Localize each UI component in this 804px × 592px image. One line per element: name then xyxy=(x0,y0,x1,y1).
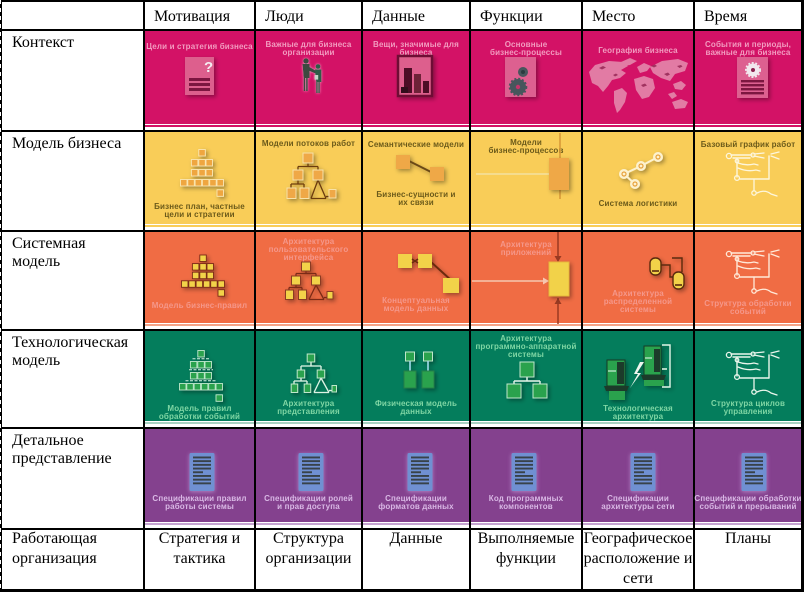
svg-text:?: ? xyxy=(204,59,213,76)
